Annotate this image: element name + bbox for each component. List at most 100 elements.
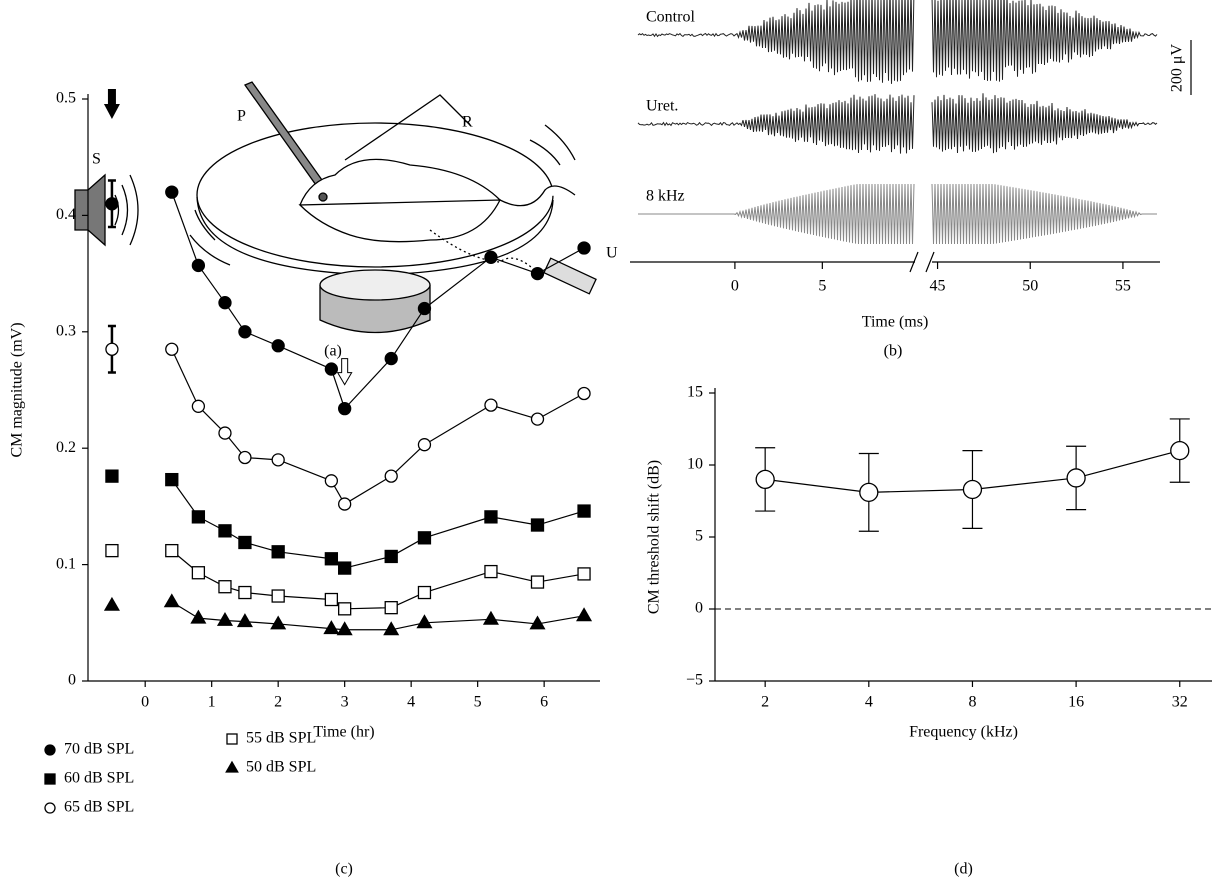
line-segment bbox=[171, 191, 199, 266]
probe bbox=[244, 81, 323, 186]
x-tick-label: 45 bbox=[930, 278, 946, 295]
marker bbox=[338, 602, 352, 616]
waveform bbox=[931, 93, 1158, 154]
legend-label: 70 dB SPL bbox=[64, 741, 134, 758]
marker bbox=[191, 510, 206, 524]
legend-label: 55 dB SPL bbox=[246, 730, 316, 747]
line-segment bbox=[537, 615, 585, 625]
marker bbox=[530, 575, 545, 589]
label-s: S bbox=[92, 151, 101, 168]
trace-label: Control bbox=[646, 9, 695, 26]
marker bbox=[323, 620, 340, 635]
x-tick-label: 55 bbox=[1115, 278, 1131, 295]
marker bbox=[324, 552, 339, 566]
y-tick-label: 0.3 bbox=[56, 322, 76, 339]
marker bbox=[1170, 440, 1190, 461]
marker bbox=[226, 733, 238, 745]
panel-label: (b) bbox=[884, 343, 903, 360]
marker bbox=[383, 621, 400, 636]
mouse bbox=[298, 158, 576, 243]
line-segment bbox=[278, 551, 332, 560]
panel-label: (c) bbox=[335, 861, 353, 878]
legend-label: 50 dB SPL bbox=[246, 759, 316, 776]
line-segment bbox=[344, 555, 392, 569]
x-tick-label: 1 bbox=[208, 694, 216, 711]
line-segment bbox=[330, 368, 346, 409]
rotation-marks bbox=[189, 124, 576, 266]
marker bbox=[163, 593, 180, 608]
x-tick-label: 50 bbox=[1022, 278, 1038, 295]
marker bbox=[577, 386, 591, 401]
line-segment bbox=[424, 516, 492, 539]
marker bbox=[417, 301, 432, 316]
marker bbox=[416, 614, 433, 629]
marker bbox=[270, 615, 287, 630]
marker bbox=[482, 610, 499, 625]
x-tick-label: 2 bbox=[761, 694, 769, 711]
marker bbox=[324, 474, 339, 488]
label-p: P bbox=[237, 108, 246, 125]
syringe bbox=[543, 257, 597, 295]
line-segment bbox=[765, 478, 869, 493]
marker bbox=[218, 580, 232, 594]
marker bbox=[225, 760, 239, 773]
marker bbox=[271, 589, 285, 603]
marker bbox=[384, 469, 398, 483]
x-axis-label: Time (hr) bbox=[313, 724, 374, 741]
marker bbox=[191, 566, 206, 580]
base-top bbox=[319, 269, 431, 301]
marker bbox=[577, 241, 591, 255]
line-segment bbox=[390, 444, 425, 477]
sound-waves bbox=[114, 174, 139, 246]
marker bbox=[44, 773, 56, 785]
marker bbox=[577, 504, 591, 518]
marker bbox=[484, 564, 498, 579]
marker bbox=[530, 412, 545, 426]
waveform bbox=[931, 183, 1157, 245]
axis-break bbox=[909, 251, 935, 273]
x-tick-label: 32 bbox=[1172, 694, 1188, 711]
line-segment bbox=[490, 570, 538, 583]
line-segment bbox=[537, 510, 585, 526]
line-segment bbox=[344, 475, 392, 505]
marker bbox=[105, 469, 119, 483]
x-tick-label: 5 bbox=[818, 278, 826, 295]
marker bbox=[271, 545, 285, 559]
y-tick-label: 5 bbox=[695, 528, 703, 545]
marker bbox=[529, 615, 546, 630]
y-axis-label: CM threshold shift (dB) bbox=[646, 460, 663, 614]
marker bbox=[755, 469, 775, 490]
marker bbox=[577, 567, 591, 581]
line-segment bbox=[277, 459, 332, 482]
trace-label: Uret. bbox=[646, 98, 678, 115]
y-tick-label: −5 bbox=[686, 672, 703, 689]
marker bbox=[484, 250, 498, 264]
legend-label: 60 dB SPL bbox=[64, 770, 134, 787]
x-tick-label: 4 bbox=[865, 694, 873, 711]
y-tick-label: 0.4 bbox=[56, 206, 76, 223]
y-tick-label: 15 bbox=[687, 384, 703, 401]
marker bbox=[1066, 468, 1086, 488]
line-segment bbox=[1075, 450, 1180, 479]
line-segment bbox=[278, 595, 332, 601]
x-tick-label: 3 bbox=[341, 694, 349, 711]
marker bbox=[191, 399, 206, 413]
line-segment bbox=[868, 488, 973, 493]
y-axis-label: CM magnitude (mV) bbox=[9, 322, 26, 457]
waveform bbox=[637, 94, 915, 154]
marker bbox=[484, 398, 498, 412]
panel-a-illustration bbox=[74, 81, 597, 334]
marker bbox=[218, 426, 232, 440]
x-tick-label: 6 bbox=[540, 694, 548, 711]
line-segment bbox=[390, 308, 425, 359]
speaker bbox=[74, 173, 106, 247]
marker bbox=[324, 592, 339, 607]
marker bbox=[190, 609, 207, 624]
line-segment bbox=[537, 573, 585, 583]
x-axis-label: Frequency (kHz) bbox=[909, 724, 1018, 741]
marker bbox=[324, 362, 339, 376]
line-segment bbox=[171, 349, 199, 407]
line-segment bbox=[424, 256, 492, 309]
arrow bbox=[103, 89, 120, 119]
